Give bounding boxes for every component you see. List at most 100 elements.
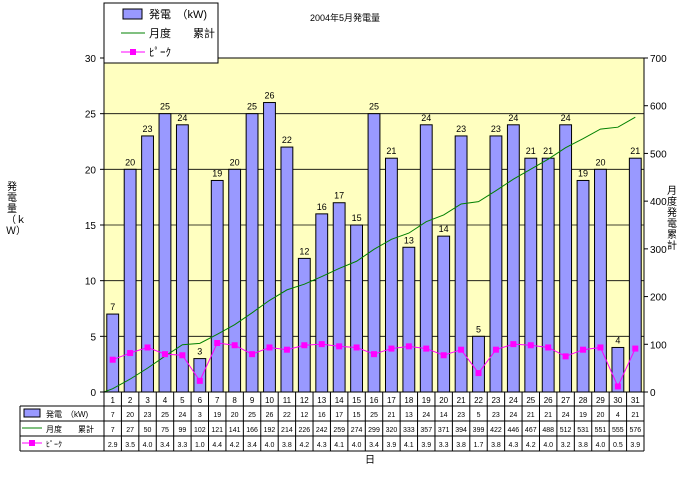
peak-marker [527, 342, 534, 349]
bar-value-label: 20 [230, 157, 240, 167]
peak-marker [196, 377, 203, 384]
bar-value-label: 21 [526, 146, 536, 156]
bar-data-labels: 7 20 23 25 24 3 19 20 25 26 22 12 16 17 15 25 21 13 24 14 23… [110, 91, 640, 357]
table-cell: 467 [525, 427, 537, 434]
y2-tick-label: 200 [650, 293, 667, 304]
y-tick-label: 20 [85, 165, 97, 176]
table-cell: 3.9 [387, 442, 397, 449]
peak-marker [266, 344, 273, 351]
y2-tick-label: 300 [650, 245, 667, 256]
peak-marker [492, 346, 499, 353]
bar [175, 124, 189, 393]
table-cell: 20 [597, 412, 605, 419]
x-tick-label: 21 [457, 396, 466, 405]
bar [489, 135, 503, 393]
legend-entry: 発電 （kW) [149, 7, 207, 21]
table-cell: 25 [248, 412, 256, 419]
bar-value-label: 24 [177, 113, 187, 123]
table-cell: 15 [353, 412, 361, 419]
peak-marker [161, 351, 168, 358]
x-tick-label: 26 [544, 396, 553, 405]
bar [350, 224, 364, 393]
x-tick-label: 11 [283, 396, 292, 405]
x-tick-label: 13 [317, 396, 326, 405]
peak-marker [249, 351, 256, 358]
peak-marker [109, 356, 116, 363]
x-tick-label: 24 [509, 396, 518, 405]
table-cell: 24 [178, 412, 186, 419]
legend-entry: 月度 累計 [149, 26, 215, 40]
peak-series [109, 340, 639, 390]
bar [402, 246, 416, 393]
x-tick-label: 8 [232, 396, 237, 405]
bar [541, 157, 555, 393]
bar-value-label: 7 [110, 302, 115, 312]
table-cell: 4.0 [265, 442, 275, 449]
y2-tick-label: 100 [650, 340, 667, 351]
table-cell: 4.2 [299, 442, 309, 449]
bar [367, 113, 381, 393]
bar [332, 202, 346, 393]
bar [315, 213, 329, 393]
bar [297, 257, 311, 393]
peak-marker [144, 344, 151, 351]
x-tick-label: 31 [631, 396, 640, 405]
table-cell: 214 [281, 427, 293, 434]
table-cell: 23 [492, 412, 500, 419]
x-tick-label: 27 [561, 396, 570, 405]
peak-marker [458, 346, 465, 353]
table-cell: 121 [211, 427, 223, 434]
table-cell: 25 [161, 412, 169, 419]
table-cell: 20 [231, 412, 239, 419]
table-cell: 21 [544, 412, 552, 419]
table-cell: 24 [422, 412, 430, 419]
table-cell: 50 [144, 427, 152, 434]
peak-marker [614, 383, 621, 390]
bar-value-label: 25 [160, 102, 170, 112]
table-cell: 21 [631, 412, 639, 419]
table-cell: 20 [126, 412, 134, 419]
y-tick-label: 10 [85, 277, 97, 288]
table-cell: 4.4 [212, 442, 222, 449]
bar [559, 124, 573, 393]
table-cell: 102 [194, 427, 206, 434]
peak-marker [440, 352, 447, 359]
y-tick-label: 5 [90, 332, 96, 343]
x-tick-label: 20 [439, 396, 448, 405]
peak-marker [510, 341, 517, 348]
table-cell: 551 [595, 427, 607, 434]
bar [576, 179, 590, 393]
x-tick-label: 3 [145, 396, 150, 405]
cumulative-series [103, 116, 636, 393]
bar-value-label: 23 [143, 124, 153, 134]
table-cell: 4.1 [404, 442, 414, 449]
x-tick-label: 4 [163, 396, 168, 405]
table-cell: 576 [629, 427, 641, 434]
table-cell: 3.9 [421, 442, 431, 449]
table-cell: 3.3 [439, 442, 449, 449]
table-cell: 27 [126, 427, 134, 434]
bar-value-label: 21 [543, 146, 553, 156]
x-tick-label: 1 [110, 396, 115, 405]
table-cell: 3.2 [561, 442, 571, 449]
table-cell: 4.0 [352, 442, 362, 449]
bar [506, 124, 520, 393]
bar-value-label: 23 [456, 124, 466, 134]
peak-marker [475, 370, 482, 377]
x-tick-label: 17 [387, 396, 396, 405]
x-axis-label: 日 [365, 455, 375, 466]
table-cell: 166 [246, 427, 258, 434]
x-tick-label: 18 [404, 396, 413, 405]
table-cell: 19 [213, 412, 221, 419]
legend-bar-swatch [122, 8, 143, 20]
peak-marker [371, 351, 377, 358]
table-cell: 333 [403, 427, 415, 434]
peak-marker [283, 346, 290, 353]
bar [228, 168, 242, 393]
peak-marker [231, 342, 238, 349]
table-row-label: 発電 （kW) [46, 410, 89, 419]
bar [123, 168, 137, 393]
table-cell: 23 [144, 412, 152, 419]
